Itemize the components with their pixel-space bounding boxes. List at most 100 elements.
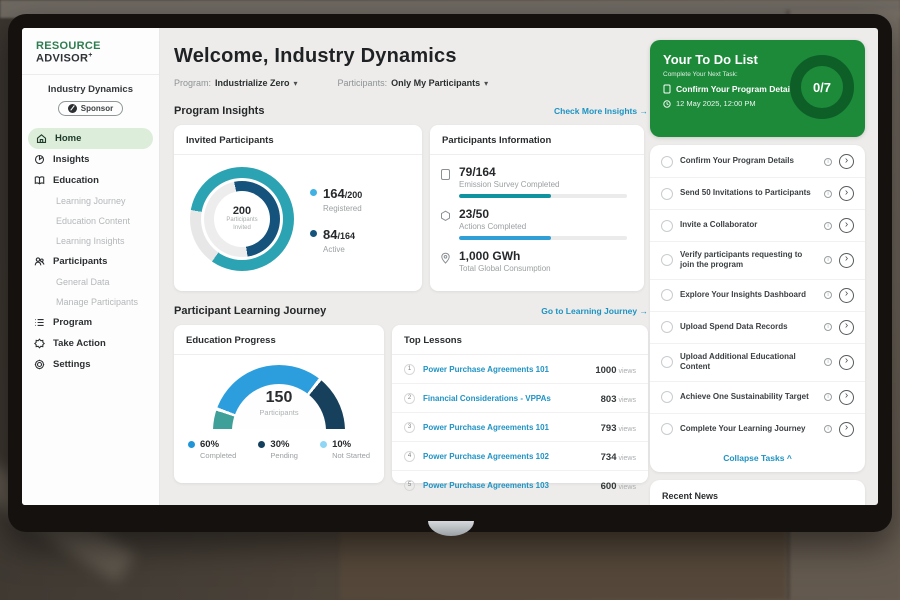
task-row[interactable]: Complete Your Learning Journey i › <box>650 414 865 445</box>
sidebar-item-education[interactable]: Education <box>22 170 159 191</box>
card-title: Education Progress <box>174 325 384 355</box>
task-checkbox[interactable] <box>661 156 673 168</box>
todo-progress-value: 0/7 <box>790 55 854 119</box>
task-checkbox[interactable] <box>661 423 673 435</box>
chevron-right-button[interactable]: › <box>839 154 854 169</box>
check-more-insights-link[interactable]: Check More Insights → <box>554 106 648 116</box>
task-row[interactable]: Explore Your Insights Dashboard i › <box>650 280 865 312</box>
section-title: Program Insights <box>174 105 264 117</box>
lesson-link[interactable]: Power Purchase Agreements 101 <box>423 423 601 432</box>
task-row[interactable]: Achieve One Sustainability Target i › <box>650 382 865 414</box>
task-checkbox[interactable] <box>661 391 673 403</box>
learning-cards-row: Education Progress 150 Participants 60% <box>174 325 648 483</box>
task-row[interactable]: Upload Spend Data Records i › <box>650 312 865 344</box>
task-checkbox[interactable] <box>661 188 673 200</box>
sidebar-item-general-data[interactable]: General Data <box>22 272 159 292</box>
task-checkbox[interactable] <box>661 220 673 232</box>
task-checkbox[interactable] <box>661 356 673 368</box>
task-row[interactable]: Confirm Your Program Details i › <box>650 146 865 178</box>
actions-icon <box>440 210 451 222</box>
chevron-right-button[interactable]: › <box>839 253 854 268</box>
invited-participants-body: 200 Participants Invited 164/200 Registe… <box>174 155 422 281</box>
clock-icon <box>663 100 671 108</box>
legend-registered: 164/200 Registered <box>310 185 362 213</box>
filter-bar: Program:Industrialize Zero▾ Participants… <box>174 78 648 88</box>
sponsor-label: Sponsor <box>81 104 113 113</box>
take-action-icon <box>34 338 45 349</box>
card-title: Invited Participants <box>174 125 422 155</box>
chevron-up-icon: ^ <box>787 453 792 463</box>
task-row[interactable]: Send 50 Invitations to Participants i › <box>650 178 865 210</box>
sidebar-item-education-content[interactable]: Education Content <box>22 211 159 231</box>
views-count: 600 <box>601 481 617 492</box>
chevron-right-button[interactable]: › <box>839 218 854 233</box>
info-icon: i <box>824 323 832 331</box>
insights-icon <box>34 154 45 165</box>
task-checkbox[interactable] <box>661 254 673 266</box>
info-icon: i <box>824 190 832 198</box>
views-suffix: views <box>618 368 636 375</box>
todo-datetime-label: 12 May 2025, 12:00 PM <box>676 99 756 108</box>
lesson-link[interactable]: Financial Considerations - VPPAs <box>423 394 601 403</box>
sidebar-item-insights[interactable]: Insights <box>22 149 159 170</box>
todo-task-list: Confirm Your Program Details i › Send 50… <box>650 145 865 472</box>
participants-filter-label: Participants: <box>338 78 388 88</box>
task-checkbox[interactable] <box>661 289 673 301</box>
legend-pending: 30% Pending <box>258 439 298 460</box>
sidebar-item-program[interactable]: Program <box>22 312 159 333</box>
dashboard-screen: RESOURCE ADVISOR+ Industry Dynamics Spon… <box>22 28 878 505</box>
sidebar-item-participants[interactable]: Participants <box>22 251 159 272</box>
sidebar: RESOURCE ADVISOR+ Industry Dynamics Spon… <box>22 28 160 505</box>
views-suffix: views <box>618 455 636 462</box>
lesson-link[interactable]: Power Purchase Agreements 101 <box>423 365 595 374</box>
gauge-center-label: Participants <box>213 408 345 417</box>
participants-information-body: 79/164 Emission Survey Completed 23/50 A… <box>430 155 644 288</box>
sidebar-item-settings[interactable]: Settings <box>22 354 159 375</box>
app-logo: RESOURCE ADVISOR+ <box>22 28 159 75</box>
recent-news-title: Recent News <box>662 491 853 505</box>
donut-center-value: 200 <box>233 205 251 217</box>
task-label: Complete Your Learning Journey <box>680 424 817 434</box>
sidebar-item-learning-insights[interactable]: Learning Insights <box>22 231 159 251</box>
chevron-right-button[interactable]: › <box>839 422 854 437</box>
chevron-right-button[interactable]: › <box>839 288 854 303</box>
actions-progress-bar <box>459 236 627 240</box>
chevron-down-icon: ▾ <box>294 79 298 88</box>
sidebar-item-learning-journey[interactable]: Learning Journey <box>22 191 159 211</box>
task-checkbox[interactable] <box>661 321 673 333</box>
go-to-learning-journey-link[interactable]: Go to Learning Journey → <box>541 306 648 316</box>
participants-filter[interactable]: Participants:Only My Participants▾ <box>338 78 489 88</box>
home-icon <box>36 133 47 144</box>
participants-information-card: Participants Information 79/164 Emission… <box>430 125 644 291</box>
task-row[interactable]: Verify participants requesting to join t… <box>650 242 865 280</box>
sidebar-item-manage-participants[interactable]: Manage Participants <box>22 292 159 312</box>
chevron-right-button[interactable]: › <box>839 186 854 201</box>
participants-filter-value: Only My Participants <box>391 78 480 88</box>
sidebar-nav: Home Insights Education Learning Journey… <box>22 128 159 375</box>
program-filter[interactable]: Program:Industrialize Zero▾ <box>174 78 298 88</box>
task-label: Achieve One Sustainability Target <box>680 392 817 402</box>
sidebar-item-home[interactable]: Home <box>28 128 153 149</box>
stat-value: 23/50 <box>459 207 627 221</box>
task-label: Invite a Collaborator <box>680 220 817 230</box>
task-row[interactable]: Upload Additional Educational Content i … <box>650 344 865 382</box>
chevron-right-button[interactable]: › <box>839 320 854 335</box>
task-label: Upload Spend Data Records <box>680 322 817 332</box>
chevron-right-button[interactable]: › <box>839 355 854 370</box>
views-count: 734 <box>601 452 617 463</box>
invited-participants-donut-chart: 200 Participants Invited <box>190 167 294 271</box>
chevron-right-button[interactable]: › <box>839 390 854 405</box>
legend-label: Pending <box>270 451 298 460</box>
lesson-link[interactable]: Power Purchase Agreements 102 <box>423 452 601 461</box>
sidebar-item-take-action[interactable]: Take Action <box>22 333 159 354</box>
sidebar-item-label: Program <box>53 317 92 328</box>
collapse-tasks-link[interactable]: Collapse Tasks ^ <box>650 445 865 466</box>
task-label: Send 50 Invitations to Participants <box>680 188 817 198</box>
lesson-row: 5 Power Purchase Agreements 103 600views <box>392 471 648 499</box>
main-content: Welcome, Industry Dynamics Program:Indus… <box>174 28 648 505</box>
info-icon: i <box>824 425 832 433</box>
lesson-link[interactable]: Power Purchase Agreements 103 <box>423 481 601 490</box>
task-row[interactable]: Invite a Collaborator i › <box>650 210 865 242</box>
sponsor-icon <box>68 104 77 113</box>
clipboard-icon <box>440 168 451 181</box>
